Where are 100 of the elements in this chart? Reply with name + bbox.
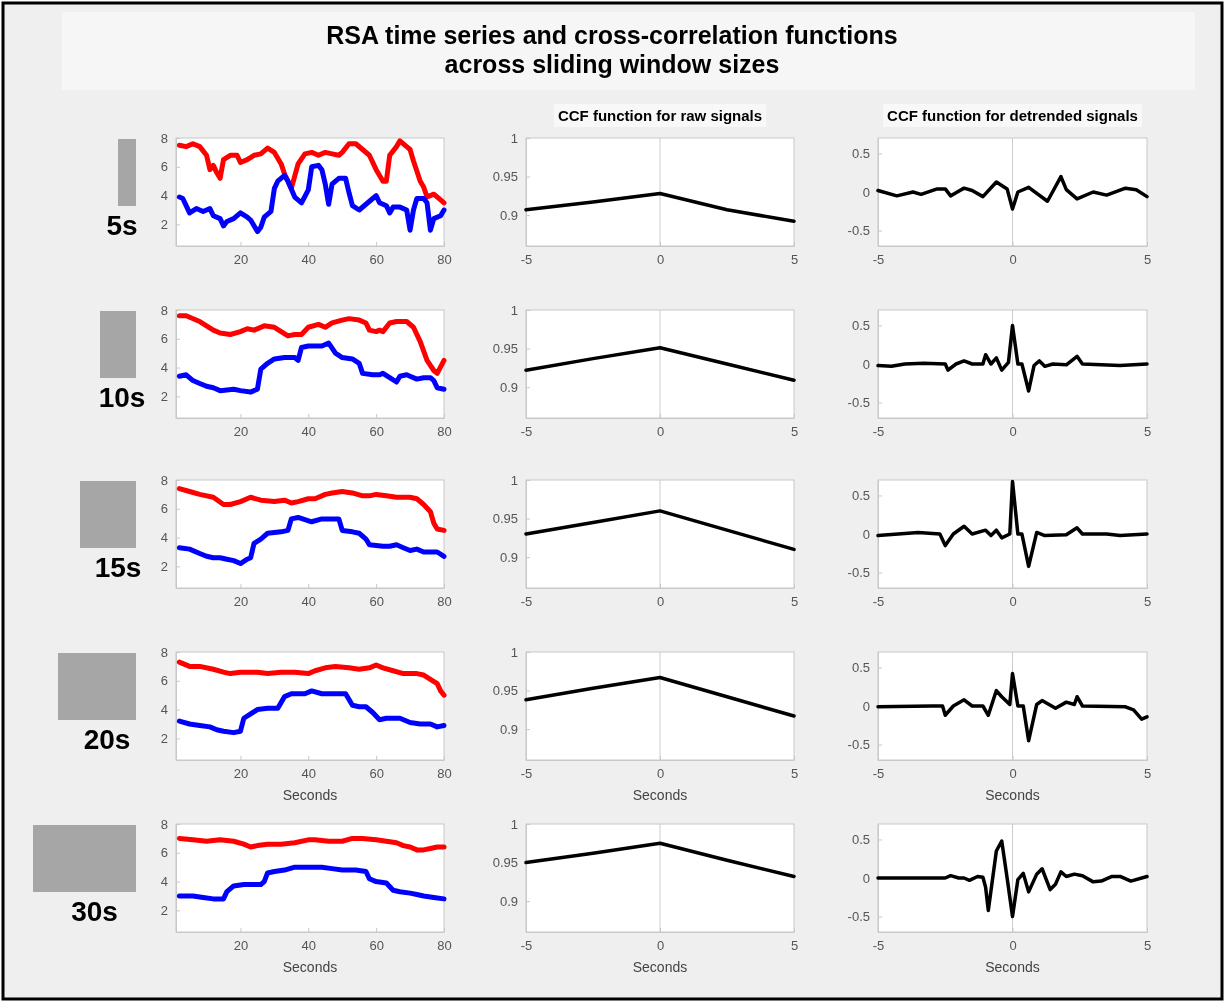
- x-tick-label: -5: [520, 424, 533, 440]
- y-tick-label: 2: [160, 559, 168, 575]
- x-tick-label: 0: [656, 938, 665, 954]
- x-tick-label: 5: [1143, 424, 1152, 440]
- x-tick-label: 40: [301, 424, 317, 440]
- x-tick-label: -5: [520, 594, 533, 610]
- x-tick-label: 5: [1143, 594, 1152, 610]
- x-tick-label: 0: [1009, 252, 1017, 268]
- text: RSA time series and cross-correlation functions across sliding window sizes: [326, 21, 898, 78]
- y-tick-label: 0.95: [492, 341, 518, 357]
- y-tick-label: 0: [862, 356, 870, 372]
- x-tick-label: 80: [437, 766, 452, 782]
- x-tick-label: 5: [790, 252, 799, 268]
- line-series: [524, 675, 796, 718]
- x-tick-label: 0: [1009, 424, 1017, 440]
- x-axis-title: Seconds: [632, 787, 688, 803]
- y-tick-label: 6: [160, 673, 168, 689]
- y-tick-label: 8: [160, 130, 168, 146]
- x-tick-label: 0: [656, 766, 665, 782]
- y-tick-label: 0.5: [851, 146, 870, 162]
- x-tick-label: -5: [872, 424, 885, 440]
- y-tick-label: 0: [862, 698, 870, 714]
- y-tick-label: 0.5: [851, 832, 870, 848]
- x-tick-label: -5: [872, 766, 885, 782]
- x-tick-label: -5: [872, 594, 885, 610]
- y-tick-label: -0.5: [847, 395, 870, 411]
- text: 5s: [106, 210, 138, 241]
- x-tick-label: 20: [233, 424, 249, 440]
- text: 15s: [94, 552, 142, 583]
- y-tick-label: 0.5: [851, 660, 870, 676]
- y-tick-label: 0: [862, 526, 870, 542]
- y-tick-label: 1: [510, 130, 518, 146]
- line-series: [876, 479, 1149, 569]
- x-tick-label: 60: [369, 766, 384, 782]
- y-tick-label: 6: [160, 501, 168, 517]
- y-tick-label: 6: [160, 331, 168, 347]
- y-tick-label: 1: [510, 644, 518, 660]
- line-series: [524, 841, 796, 879]
- y-tick-label: 0.5: [851, 488, 870, 504]
- x-axis-title: Seconds: [632, 959, 688, 975]
- x-tick-label: 20: [233, 252, 249, 268]
- y-tick-label: 0.9: [499, 721, 518, 737]
- y-tick-label: 0.9: [499, 379, 518, 395]
- line-series: [524, 191, 796, 224]
- y-tick-label: 1: [510, 302, 518, 318]
- y-tick-label: 6: [160, 159, 168, 175]
- y-tick-label: 8: [160, 816, 168, 832]
- y-tick-label: 8: [160, 302, 168, 318]
- y-tick-label: -0.5: [847, 223, 870, 239]
- text: 30s: [71, 896, 118, 927]
- x-tick-label: 40: [301, 252, 317, 268]
- y-tick-label: 2: [160, 217, 168, 233]
- x-tick-label: 5: [790, 424, 799, 440]
- y-tick-label: 4: [160, 530, 168, 546]
- y-tick-label: 4: [160, 702, 168, 718]
- y-tick-label: 0.9: [499, 549, 518, 565]
- y-tick-label: 0.95: [492, 683, 518, 699]
- x-tick-label: -5: [872, 252, 885, 268]
- y-tick-label: 1: [510, 472, 518, 488]
- x-tick-label: 40: [301, 766, 317, 782]
- y-tick-label: 0.5: [851, 318, 870, 334]
- x-tick-label: 20: [233, 938, 249, 954]
- x-tick-label: 5: [1143, 766, 1152, 782]
- x-tick-label: 0: [656, 594, 665, 610]
- y-tick-label: 0: [862, 870, 870, 886]
- x-tick-label: 80: [437, 252, 452, 268]
- x-tick-label: 5: [790, 594, 799, 610]
- text: 10s: [98, 382, 146, 413]
- line-series: [524, 509, 796, 552]
- x-tick-label: 5: [1143, 938, 1152, 954]
- x-tick-label: 0: [1009, 766, 1017, 782]
- y-tick-label: 4: [160, 360, 168, 376]
- line-series: [876, 671, 1149, 743]
- line-series: [876, 839, 1149, 919]
- y-tick-label: 0.95: [492, 855, 518, 871]
- x-tick-label: 60: [369, 594, 384, 610]
- y-tick-label: 2: [160, 903, 168, 919]
- x-tick-label: 60: [369, 424, 384, 440]
- y-tick-label: 4: [160, 874, 168, 890]
- line-series: [524, 346, 796, 382]
- y-tick-label: -0.5: [847, 909, 870, 925]
- x-tick-label: -5: [872, 938, 885, 954]
- x-tick-label: 80: [437, 938, 452, 954]
- x-tick-label: 20: [233, 766, 249, 782]
- y-tick-label: -0.5: [847, 565, 870, 581]
- x-axis-title: Seconds: [985, 787, 1040, 803]
- x-tick-label: 80: [437, 594, 452, 610]
- y-tick-label: 6: [160, 845, 168, 861]
- y-tick-label: 4: [160, 188, 168, 204]
- x-tick-label: 0: [1009, 938, 1017, 954]
- x-tick-label: 20: [233, 594, 249, 610]
- y-tick-label: 8: [160, 472, 168, 488]
- x-tick-label: -5: [520, 766, 533, 782]
- chart-title: CCF function for detrended signals: [887, 107, 1138, 124]
- y-tick-label: 1: [510, 816, 518, 832]
- y-tick-label: 0.95: [492, 511, 518, 527]
- y-tick-label: 2: [160, 731, 168, 747]
- x-axis-title: Seconds: [282, 787, 338, 803]
- x-tick-label: 40: [301, 938, 317, 954]
- line-series: [876, 174, 1149, 211]
